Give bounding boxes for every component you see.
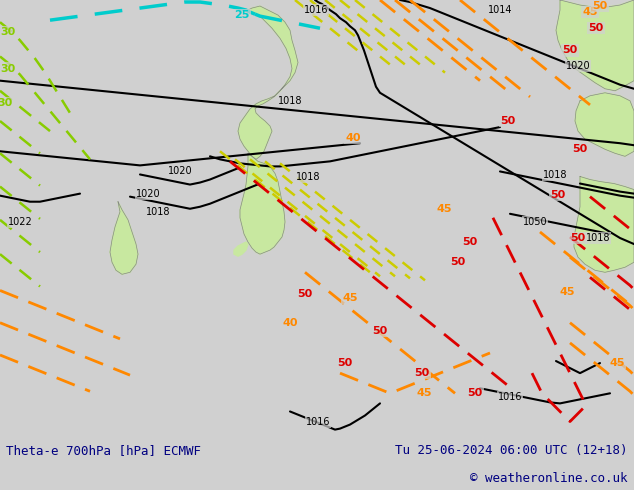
Text: 50: 50 — [462, 237, 477, 247]
Polygon shape — [110, 202, 138, 274]
Text: 1018: 1018 — [586, 233, 611, 243]
Text: 1018: 1018 — [295, 172, 320, 182]
Text: 45: 45 — [417, 388, 432, 398]
Polygon shape — [574, 176, 634, 272]
Text: 30: 30 — [1, 27, 16, 37]
Text: 1022: 1022 — [8, 217, 32, 227]
Text: 50: 50 — [571, 233, 586, 243]
Text: 30: 30 — [0, 98, 13, 108]
Text: 25: 25 — [235, 10, 250, 20]
Text: 40: 40 — [346, 133, 361, 143]
Text: 45: 45 — [342, 293, 358, 302]
Text: 50: 50 — [450, 257, 465, 267]
Text: 40: 40 — [282, 318, 298, 328]
Text: 50: 50 — [500, 116, 515, 126]
Polygon shape — [234, 242, 248, 256]
Text: © weatheronline.co.uk: © weatheronline.co.uk — [470, 472, 628, 485]
Text: 1020: 1020 — [136, 189, 160, 198]
Text: 50: 50 — [573, 144, 588, 154]
Text: 45: 45 — [436, 204, 452, 214]
Text: 50: 50 — [297, 290, 313, 299]
Polygon shape — [556, 0, 634, 91]
Text: 50: 50 — [337, 358, 353, 368]
Text: 50: 50 — [467, 388, 482, 398]
Text: 50: 50 — [415, 368, 430, 378]
Text: 50: 50 — [550, 190, 566, 199]
Text: 1016: 1016 — [498, 392, 522, 402]
Polygon shape — [575, 93, 634, 156]
Text: 30: 30 — [1, 64, 16, 74]
Text: 1016: 1016 — [304, 5, 328, 15]
Text: 45: 45 — [609, 358, 624, 368]
Polygon shape — [240, 153, 285, 254]
Text: 1020: 1020 — [566, 61, 590, 71]
Text: 45: 45 — [582, 7, 598, 17]
Text: Theta-e 700hPa [hPa] ECMWF: Theta-e 700hPa [hPa] ECMWF — [6, 444, 202, 457]
Text: 1018: 1018 — [278, 96, 302, 106]
Text: 50: 50 — [588, 23, 604, 33]
Text: 1014: 1014 — [488, 5, 512, 15]
Text: 1020: 1020 — [167, 167, 192, 176]
Text: 50: 50 — [592, 1, 607, 11]
Text: 50: 50 — [562, 46, 578, 55]
Text: 1050: 1050 — [522, 217, 547, 227]
Text: 1018: 1018 — [543, 171, 567, 180]
Text: Tu 25-06-2024 06:00 UTC (12+18): Tu 25-06-2024 06:00 UTC (12+18) — [395, 444, 628, 457]
Text: 45: 45 — [559, 288, 575, 297]
Text: 1018: 1018 — [146, 207, 171, 217]
Polygon shape — [238, 6, 298, 159]
Text: 50: 50 — [372, 326, 387, 336]
Text: 1016: 1016 — [306, 416, 330, 427]
